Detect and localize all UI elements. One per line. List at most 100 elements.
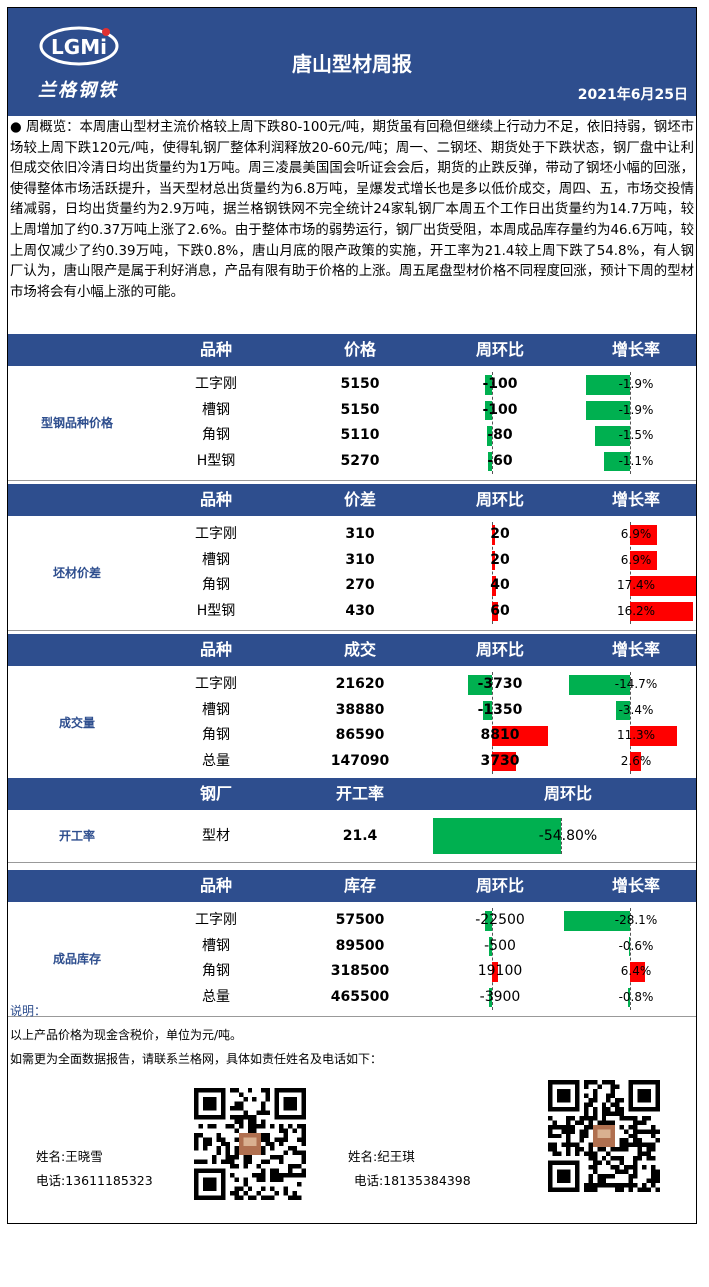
volume-change-cell: 3730 (480, 752, 520, 769)
volume-header-3: 增长率 (611, 640, 660, 659)
report-date: 2021年6月25日 (577, 87, 688, 103)
price-rate-cell: -1.1% (618, 453, 654, 468)
change-bar (492, 576, 497, 596)
spread-rate-axis (630, 522, 631, 624)
price-name-cell: 工字刚 (195, 376, 237, 392)
logo-text: LGMi (51, 35, 107, 59)
price-name-cell: H型钢 (196, 452, 236, 469)
volume-rate-cell: -3.4% (618, 702, 654, 717)
change-bar (489, 936, 492, 956)
price-value-cell: 5150 (340, 376, 380, 392)
inventory-change-cell: -3900 (479, 988, 521, 1005)
rate-bar (569, 675, 630, 695)
volume-change-cell: -3730 (477, 676, 523, 692)
inventory-value-cell: 318500 (330, 963, 390, 979)
price-change-cell: -60 (487, 452, 513, 469)
price-change-cell: -100 (482, 401, 518, 418)
volume-row: 角钢 86590 8810 11.3% (8, 723, 696, 749)
price-name-cell: 角钢 (202, 427, 230, 443)
price-change-axis (492, 372, 493, 474)
change-bar (492, 726, 548, 746)
price-header-1: 价格 (343, 340, 376, 359)
change-bar (485, 911, 492, 931)
change-bar (492, 751, 516, 771)
spread-value-cell: 310 (345, 526, 375, 542)
inventory-header-2: 周环比 (475, 876, 524, 895)
spread-row: 工字刚 310 20 6.9% (8, 522, 696, 548)
spread-name-cell: 槽钢 (202, 551, 230, 568)
operating-section: 开工率 型材 21.4 -54.80% (8, 810, 696, 863)
spread-rate-cell: 17.4% (616, 578, 656, 592)
volume-name-cell: 工字刚 (195, 676, 237, 692)
price-rate-cell: -1.9% (618, 402, 654, 417)
change-bar (486, 426, 492, 446)
rate-bar (585, 375, 630, 395)
price-value-cell: 5150 (340, 401, 380, 418)
spread-row: 角钢 270 40 17.4% (8, 573, 696, 599)
rate-bar (630, 726, 677, 746)
operating-section-label: 开工率 (58, 829, 95, 843)
volume-row: 工字刚 21620 -3730 -14.7% (8, 672, 696, 698)
summary-text: 本周唐山型材主流价格较上周下跌80-100元/吨，期货虽有回稳但继续上行动力不足… (10, 120, 694, 300)
spread-row: 槽钢 310 20 6.9% (8, 548, 696, 574)
inventory-name-cell: 角钢 (202, 963, 230, 979)
operating-change-cell: -54.80% (538, 828, 598, 844)
inventory-header-band: 品种 库存 周环比 增长率 (8, 870, 696, 902)
price-header-0: 品种 (199, 340, 232, 359)
change-bar (492, 550, 495, 570)
inventory-rate-cell: -28.1% (614, 913, 658, 927)
spread-section-label: 坯材价差 (52, 566, 101, 580)
contact-2-name: 姓名:纪王琪 (348, 1149, 415, 1164)
price-row: 工字刚 5150 -100 -1.9% (8, 372, 696, 398)
contact-1-phone: 电话:13611185323 (36, 1173, 153, 1188)
spread-rate-cell: 6.9% (620, 527, 652, 541)
change-bar (485, 375, 492, 395)
volume-row: 槽钢 38880 -1350 -3.4% (8, 698, 696, 724)
volume-section-label: 成交量 (58, 716, 95, 730)
spread-value-cell: 430 (345, 602, 375, 619)
rate-bar (595, 426, 630, 446)
qr-code-right (548, 1080, 660, 1192)
price-rate-cell: -1.9% (618, 377, 654, 391)
rate-bar (630, 751, 641, 771)
price-row: 角钢 5110 -80 -1.5% (8, 423, 696, 449)
inventory-value-cell: 465500 (330, 988, 390, 1005)
volume-change-axis (492, 672, 493, 774)
spread-name-cell: 角钢 (202, 577, 230, 593)
rate-bar (630, 525, 657, 545)
change-bar (488, 451, 492, 471)
contact-1-name: 姓名:王晓雪 (36, 1149, 103, 1164)
price-value-cell: 5270 (340, 452, 380, 469)
summary-bullet: ● (10, 120, 22, 135)
inventory-value-cell: 89500 (335, 937, 385, 954)
price-row: 槽钢 5150 -100 -1.9% (8, 398, 696, 424)
price-change-cell: -100 (482, 376, 518, 392)
contact-2-phone: 电话:18135384398 (354, 1173, 471, 1188)
volume-change-cell: 8810 (480, 727, 520, 743)
volume-header-0: 品种 (199, 640, 232, 659)
spread-header-0: 品种 (199, 490, 232, 509)
price-header-band: 品种 价格 周环比 增长率 (8, 334, 696, 366)
price-section-label: 型钢品种价格 (40, 416, 113, 430)
spread-name-cell: H型钢 (196, 602, 236, 619)
logo-subtitle: 兰格钢铁 (38, 80, 118, 101)
volume-rate-axis (630, 672, 631, 774)
inventory-rate-cell: 6.4% (620, 964, 652, 978)
rate-bar (630, 601, 693, 621)
lgmi-logo: LGMi (39, 26, 119, 66)
operating-axis (561, 818, 562, 854)
volume-value-cell: 147090 (330, 752, 390, 769)
notes-line-1: 以上产品价格为现金含税价，单位为元/吨。 (10, 1028, 243, 1042)
inventory-rate-cell: -0.6% (618, 938, 654, 953)
inventory-section-label: 成品库存 (52, 952, 101, 966)
inventory-header-1: 库存 (343, 876, 376, 895)
spread-header-2: 周环比 (475, 490, 524, 509)
spread-section: 坯材价差 工字刚 310 20 6.9% 槽钢 310 20 6.9% 角钢 270 40 17.4% H… (8, 516, 696, 631)
volume-name-cell: 总量 (202, 752, 230, 769)
inventory-row: 角钢 318500 19100 6.4% (8, 959, 696, 985)
change-bar (492, 601, 499, 621)
change-bar (485, 400, 492, 420)
inventory-row: 工字刚 57500 -22500 -28.1% (8, 908, 696, 934)
volume-value-cell: 38880 (335, 701, 385, 718)
notes: 说明： 以上产品价格为现金含税价，单位为元/吨。 如需更为全面数据报告，请联系兰… (10, 1002, 694, 1066)
